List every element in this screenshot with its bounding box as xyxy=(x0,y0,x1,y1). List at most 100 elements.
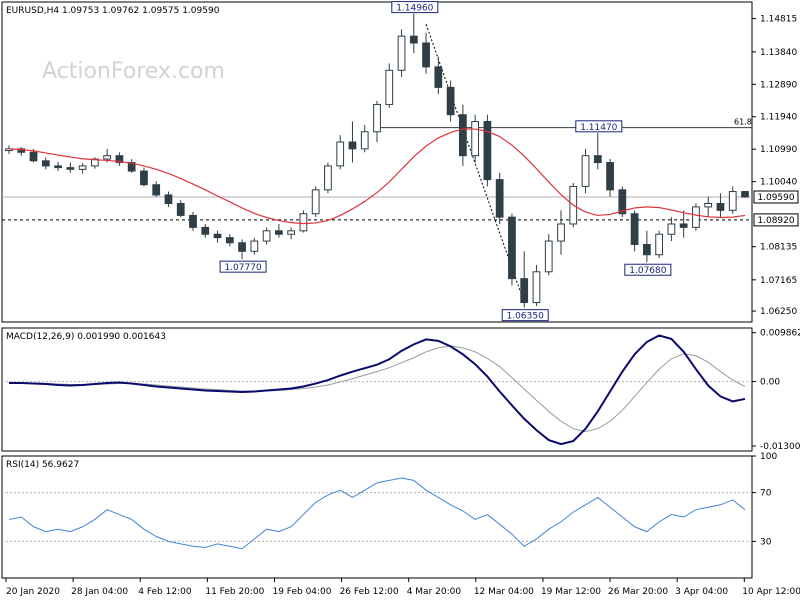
candle xyxy=(655,230,664,259)
last-price-tag-label: 1.09590 xyxy=(757,193,794,203)
candle-body xyxy=(250,240,259,252)
rsi-tick-label: 30 xyxy=(760,537,772,547)
price-tick-label: 1.07165 xyxy=(760,276,797,286)
candle-body xyxy=(741,191,749,198)
macd-title: MACD(12,26,9) 0.001990 0.001643 xyxy=(6,332,166,342)
candle-body xyxy=(373,103,381,133)
candle-body xyxy=(225,237,234,244)
candle xyxy=(373,101,381,143)
price-tick-label: 1.10990 xyxy=(760,145,797,155)
candle-body xyxy=(679,223,688,228)
price-annotation-label: 1.14960 xyxy=(396,4,433,14)
candle-body xyxy=(152,184,161,196)
candle xyxy=(618,186,627,218)
candle xyxy=(495,172,504,224)
price-annotation-box xyxy=(501,309,549,322)
time-tick-label: 26 Feb 12:00 xyxy=(340,587,399,597)
candle-body xyxy=(17,148,26,153)
candle-body xyxy=(385,69,394,105)
candle xyxy=(274,223,283,238)
candle-body xyxy=(324,165,332,191)
candle xyxy=(360,124,369,153)
candle-body xyxy=(176,202,185,216)
candle-body xyxy=(483,121,492,181)
candle-body xyxy=(311,189,320,215)
candle xyxy=(446,80,455,122)
candle xyxy=(213,230,222,243)
candle xyxy=(152,181,161,197)
candle-body xyxy=(434,66,443,88)
candle-body xyxy=(655,233,664,256)
candle xyxy=(704,196,713,218)
time-tick-label: 19 Mar 12:00 xyxy=(541,587,601,597)
candle-body xyxy=(78,165,87,170)
time-tick-label: 11 Feb 20:00 xyxy=(205,587,264,597)
candle-body xyxy=(618,189,627,215)
candle xyxy=(311,186,320,218)
candle xyxy=(422,32,430,74)
candle xyxy=(397,29,406,78)
candle-body xyxy=(201,226,210,235)
candle xyxy=(164,191,173,207)
candle xyxy=(176,200,185,218)
support-price-tag-label: 1.08920 xyxy=(757,216,794,226)
price-tick-label: 1.14815 xyxy=(760,15,797,25)
candle xyxy=(127,159,136,173)
time-tick-label: 4 Mar 20:00 xyxy=(407,587,462,597)
rsi-line xyxy=(8,477,746,550)
rsi-title: RSI(14) 56.9627 xyxy=(6,460,79,470)
candle-body xyxy=(581,155,590,187)
candle-body xyxy=(348,141,357,150)
time-tick-label: 12 Mar 04:00 xyxy=(474,587,534,597)
time-tick-label: 20 Jan 2020 xyxy=(6,587,60,597)
candle xyxy=(606,159,614,197)
candle xyxy=(262,227,271,245)
candle xyxy=(78,163,87,174)
macd-tick-label: 0.00 xyxy=(760,378,780,388)
candle xyxy=(17,147,26,156)
candle xyxy=(667,217,676,242)
candle-body xyxy=(336,141,345,167)
candle xyxy=(544,234,553,276)
candle-body xyxy=(90,158,99,167)
candle xyxy=(716,193,725,218)
candle xyxy=(692,203,700,231)
price-tick-label: 1.13840 xyxy=(760,48,797,58)
candle xyxy=(250,237,259,255)
candle-body xyxy=(557,223,565,242)
candle-body xyxy=(532,271,541,304)
candle-body xyxy=(446,86,455,116)
macd-tick-label: -0.013002 xyxy=(760,442,800,452)
candle-body xyxy=(262,230,271,242)
price-annotation-label: 1.06350 xyxy=(507,312,544,322)
candle xyxy=(434,56,443,95)
candle xyxy=(299,210,308,233)
candle xyxy=(324,162,332,194)
time-tick-label: 26 Mar 20:00 xyxy=(608,587,668,597)
candle-body xyxy=(66,167,75,170)
candle xyxy=(520,251,529,308)
candle-body xyxy=(360,131,369,150)
candle xyxy=(336,135,345,170)
candle xyxy=(189,212,197,231)
price-annotation-box xyxy=(624,263,672,276)
candle xyxy=(409,13,418,54)
candle-body xyxy=(41,160,50,167)
candle-body xyxy=(544,240,553,273)
candle xyxy=(630,210,639,252)
candle-body xyxy=(189,214,197,228)
candle-body xyxy=(115,155,124,164)
support-price-tag-box xyxy=(753,213,799,227)
candle xyxy=(201,223,210,238)
candle xyxy=(385,63,394,108)
price-tick-label: 1.11940 xyxy=(760,113,797,123)
candle xyxy=(483,114,492,187)
time-tick-label: 4 Feb 12:00 xyxy=(138,587,192,597)
candle xyxy=(532,264,541,306)
candle xyxy=(115,152,124,166)
candle-body xyxy=(728,191,737,211)
candle-body xyxy=(29,151,38,162)
candle xyxy=(728,186,737,214)
candle xyxy=(581,148,590,194)
